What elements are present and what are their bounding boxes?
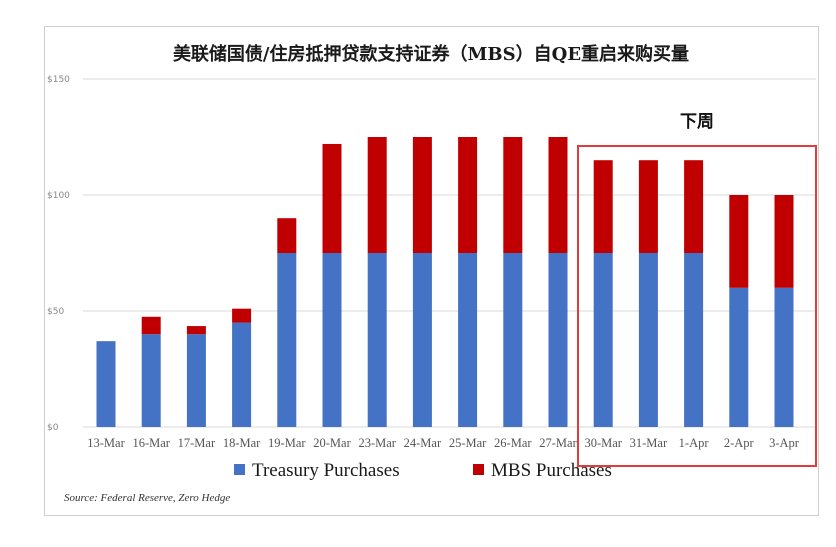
y-tick-label: $150 xyxy=(47,75,70,85)
bar-treasury xyxy=(638,253,658,427)
bar-mbs xyxy=(774,195,794,288)
bar-mbs xyxy=(729,195,749,288)
bar-treasury xyxy=(684,253,704,427)
x-tick-label: 30-Mar xyxy=(584,436,622,450)
bar-treasury xyxy=(232,322,252,427)
bar-treasury xyxy=(729,287,749,427)
x-tick-label: 23-Mar xyxy=(358,436,396,450)
chart-frame: 美联储国债/住房抵押贷款支持证券（MBS）自QE重启来购买量 $0 $50 $100… xyxy=(44,26,819,516)
bar-treasury xyxy=(322,253,342,427)
legend-swatch-treasury xyxy=(234,464,245,475)
y-tick-label: $50 xyxy=(47,307,64,317)
legend: Treasury Purchases MBS Purchases xyxy=(234,460,612,481)
bar-treasury xyxy=(412,253,432,427)
chart-title: 美联储国债/住房抵押贷款支持证券（MBS）自QE重启来购买量 xyxy=(173,43,689,65)
x-tick-label: 17-Mar xyxy=(178,436,216,450)
bar-treasury xyxy=(277,253,297,427)
x-tick-label: 18-Mar xyxy=(223,436,261,450)
bar-mbs xyxy=(367,137,387,253)
x-tick-label: 16-Mar xyxy=(132,436,170,450)
x-tick-label: 3-Apr xyxy=(769,436,800,450)
bar-treasury xyxy=(593,253,613,427)
bar-mbs xyxy=(684,160,704,253)
legend-label-mbs: MBS Purchases xyxy=(491,460,612,481)
x-tick-label: 19-Mar xyxy=(268,436,306,450)
x-tick-label: 1-Apr xyxy=(679,436,710,450)
x-axis: 13-Mar 16-Mar 17-Mar 18-Mar 19-Mar 20-Mar 23-M… xyxy=(87,436,800,450)
bar-treasury xyxy=(503,253,523,427)
bar-mbs xyxy=(548,137,568,253)
legend-label-treasury: Treasury Purchases xyxy=(252,460,400,481)
highlight-box xyxy=(577,145,817,467)
bar-mbs xyxy=(322,143,342,253)
bar-mbs xyxy=(593,160,613,253)
x-tick-label: 31-Mar xyxy=(630,436,668,450)
bar-treasury xyxy=(774,287,794,427)
bar-treasury xyxy=(141,334,161,427)
bar-mbs xyxy=(186,326,206,335)
bar-mbs xyxy=(412,137,432,253)
x-tick-label: 26-Mar xyxy=(494,436,532,450)
bar-treasury xyxy=(96,341,116,427)
x-tick-label: 2-Apr xyxy=(724,436,755,450)
y-axis: $0 $50 $100 $150 xyxy=(47,75,70,433)
x-tick-label: 13-Mar xyxy=(87,436,125,450)
bar-treasury xyxy=(548,253,568,427)
bar-mbs xyxy=(503,137,523,253)
legend-swatch-mbs xyxy=(473,464,484,475)
y-tick-label: $0 xyxy=(47,423,59,433)
bars xyxy=(96,137,794,427)
bar-treasury xyxy=(367,253,387,427)
bar-treasury xyxy=(458,253,478,427)
bar-mbs xyxy=(141,316,161,335)
bar-mbs xyxy=(232,308,252,323)
bar-mbs xyxy=(277,218,297,253)
x-tick-label: 25-Mar xyxy=(449,436,487,450)
x-tick-label: 24-Mar xyxy=(404,436,442,450)
x-tick-label: 27-Mar xyxy=(539,436,577,450)
x-tick-label: 20-Mar xyxy=(313,436,351,450)
annotation-label: 下周 xyxy=(680,112,714,132)
bar-treasury xyxy=(186,334,206,427)
source-note: Source: Federal Reserve, Zero Hedge xyxy=(64,492,230,504)
chart-svg: 美联储国债/住房抵押贷款支持证券（MBS）自QE重启来购买量 $0 $50 $100… xyxy=(47,43,817,504)
bar-mbs xyxy=(638,160,658,253)
y-tick-label: $100 xyxy=(47,191,70,201)
bar-mbs xyxy=(458,137,478,253)
